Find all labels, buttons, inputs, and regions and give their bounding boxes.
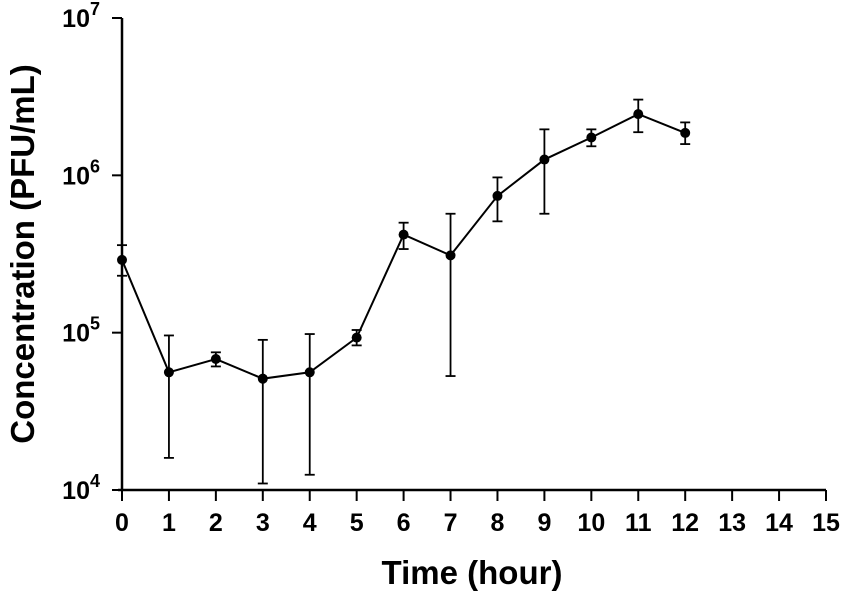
data-point: [304, 367, 315, 378]
data-point: [586, 132, 597, 143]
x-tick-label: 2: [209, 509, 223, 537]
x-tick-label: 10: [577, 509, 605, 537]
y-tick-base: 10: [62, 162, 90, 190]
data-point: [398, 229, 409, 240]
data-point: [351, 332, 362, 343]
y-tick-exponent: 5: [90, 314, 100, 334]
y-tick-exponent: 6: [90, 156, 100, 176]
y-tick-label: 105: [62, 314, 100, 348]
data-point: [163, 367, 174, 378]
x-tick-label: 7: [444, 509, 458, 537]
y-tick-exponent: 4: [90, 471, 100, 491]
data-point: [539, 154, 550, 165]
x-tick-label: 4: [303, 509, 317, 537]
x-axis-title: Time (hour): [382, 554, 563, 591]
x-tick-label: 9: [537, 509, 551, 537]
x-tick-label: 13: [718, 509, 746, 537]
x-tick-label: 5: [350, 509, 364, 537]
x-axis-ticks: 0 1 2 3 4 5 6 7 8 9 10 11 12 13 14 15: [115, 490, 840, 537]
y-tick-base: 10: [62, 320, 90, 348]
x-tick-label: 11: [625, 509, 652, 537]
x-tick-label: 14: [765, 509, 793, 537]
data-point: [257, 373, 268, 384]
y-tick-base: 10: [62, 5, 90, 33]
x-tick-label: 3: [256, 509, 270, 537]
y-axis-title: Concentration (PFU/mL): [4, 64, 41, 443]
data-point: [633, 109, 644, 120]
data-point: [445, 250, 456, 261]
x-tick-label: 6: [397, 509, 411, 537]
x-axis: 0 1 2 3 4 5 6 7 8 9 10 11 12 13 14 15: [115, 488, 840, 537]
x-tick-label: 12: [671, 509, 699, 537]
y-tick-label: 107: [62, 0, 100, 33]
data-point: [210, 354, 221, 365]
x-tick-label: 15: [812, 509, 840, 537]
data-point: [117, 254, 127, 265]
y-tick-label: 106: [62, 156, 100, 190]
x-tick-label: 8: [491, 509, 505, 537]
y-tick-exponent: 7: [90, 0, 100, 19]
y-tick-base: 10: [62, 477, 90, 505]
data-point: [492, 190, 503, 201]
x-tick-label: 1: [162, 509, 176, 537]
data-point: [680, 127, 691, 138]
data-series: [117, 98, 691, 485]
y-tick-label: 104: [62, 471, 100, 505]
x-tick-label: 0: [115, 509, 129, 537]
